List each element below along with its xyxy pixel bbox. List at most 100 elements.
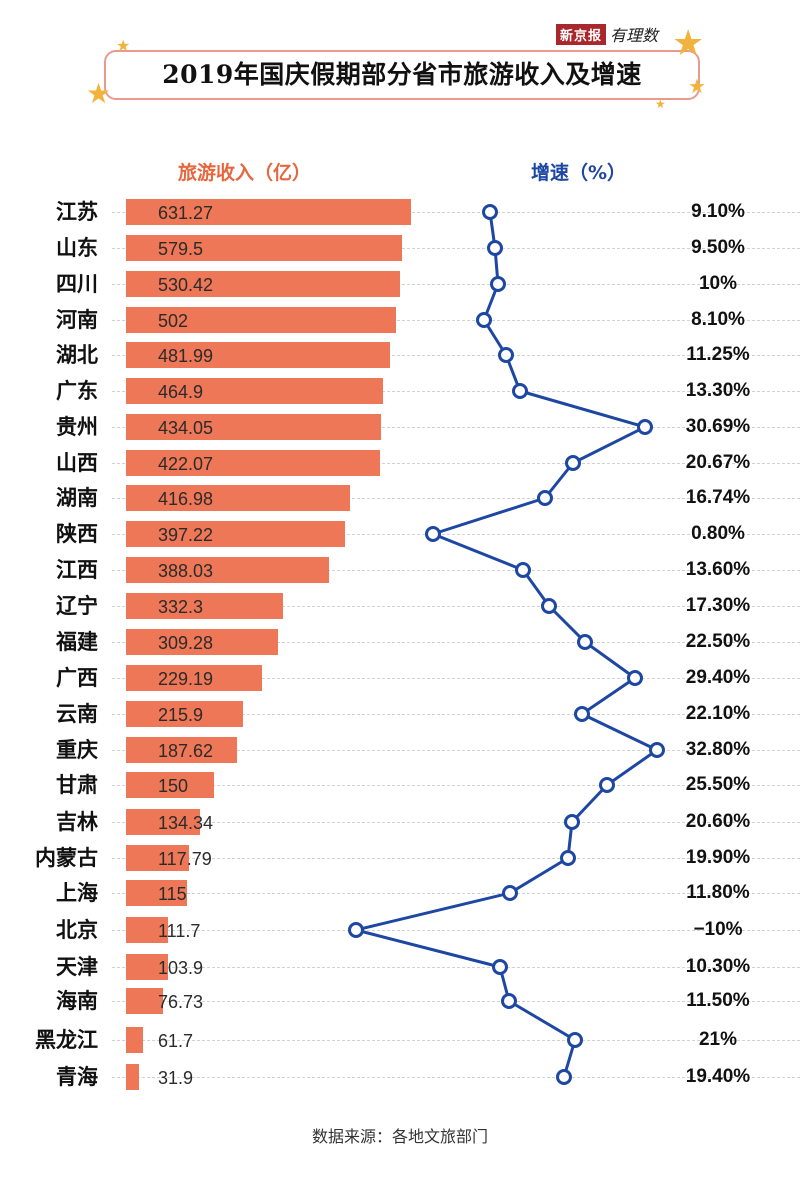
province-label: 天津 (56, 955, 98, 979)
income-bar (126, 954, 168, 980)
grid-line (112, 642, 800, 643)
growth-value: 8.10% (691, 309, 745, 330)
growth-marker-icon (482, 204, 498, 220)
data-source: 数据来源：各地文旅部门 (311, 1127, 488, 1146)
income-bar (126, 199, 411, 225)
province-label: 吉林 (56, 810, 98, 834)
income-bar (126, 665, 262, 691)
growth-value: 9.10% (691, 201, 745, 222)
income-bar (126, 1027, 143, 1053)
province-label: 湖北 (56, 343, 98, 367)
income-value: 397.22 (158, 525, 214, 545)
province-label: 北京 (56, 918, 98, 942)
income-value: 422.07 (158, 454, 214, 474)
income-bar (126, 271, 400, 297)
growth-value: 16.74% (685, 487, 751, 508)
income-value: 434.05 (158, 418, 214, 438)
growth-marker-icon (498, 347, 514, 363)
growth-value: 22.10% (685, 703, 751, 724)
brand-logo: 新京报 有理数 (556, 22, 658, 46)
grid-line (112, 930, 800, 931)
growth-value: 20.67% (685, 452, 751, 473)
grid-line (112, 1077, 800, 1078)
income-value: 61.7 (158, 1031, 194, 1051)
income-value: 229.19 (158, 669, 214, 689)
growth-value: 30.69% (685, 416, 751, 437)
growth-marker-icon (649, 742, 665, 758)
grid-line (112, 822, 800, 823)
growth-marker-icon (599, 777, 615, 793)
income-value: 631.27 (158, 203, 214, 223)
grid-line (112, 212, 800, 213)
growth-value: 29.40% (685, 667, 751, 688)
income-bar (126, 235, 402, 261)
grid-line (112, 893, 800, 894)
income-bar (126, 593, 283, 619)
growth-value: 20.60% (685, 811, 751, 832)
grid-line (112, 498, 800, 499)
growth-value: 10% (698, 273, 738, 294)
income-bar (126, 880, 187, 906)
growth-polyline (354, 211, 659, 1078)
grid-line (112, 858, 800, 859)
growth-marker-icon (512, 383, 528, 399)
growth-marker-icon (565, 455, 581, 471)
province-label: 福建 (56, 630, 98, 654)
income-bar (126, 378, 383, 404)
income-bar (126, 557, 329, 583)
growth-value: 9.50% (691, 237, 745, 258)
growth-header: 增速（%） (531, 162, 627, 184)
grid-line (112, 284, 800, 285)
province-label: 四川 (56, 272, 98, 296)
growth-marker-icon (537, 490, 553, 506)
income-value: 530.42 (158, 275, 214, 295)
income-value: 388.03 (158, 561, 214, 581)
province-label: 甘肃 (56, 773, 98, 797)
province-label: 云南 (56, 702, 98, 726)
income-bar (126, 917, 168, 943)
star-icon: ★ (672, 23, 705, 64)
income-value: 481.99 (158, 346, 214, 366)
income-value: 332.3 (158, 597, 204, 617)
growth-value: 19.90% (685, 847, 751, 868)
growth-marker-icon (567, 1032, 583, 1048)
growth-marker-icon (556, 1069, 572, 1085)
grid-line (112, 534, 800, 535)
growth-marker-icon (515, 562, 531, 578)
growth-value: 19.40% (685, 1066, 751, 1087)
growth-value: 11.50% (686, 990, 750, 1011)
grid-line (112, 714, 800, 715)
grid-line (112, 967, 800, 968)
growth-value: 11.80% (686, 882, 750, 903)
grid-line (112, 606, 800, 607)
province-label: 山西 (56, 451, 98, 475)
income-bar (126, 307, 396, 333)
growth-marker-icon (627, 670, 643, 686)
income-bar (126, 342, 390, 368)
chart-title: 2019年国庆假期部分省市旅游收入及增速 (162, 60, 642, 89)
growth-marker-icon (501, 993, 517, 1009)
income-bar (126, 988, 163, 1014)
growth-value: 17.30% (685, 595, 751, 616)
income-value: 111.7 (158, 921, 201, 941)
growth-value: 21% (698, 1029, 738, 1050)
growth-value: 13.30% (685, 380, 751, 401)
province-label: 海南 (56, 989, 98, 1013)
growth-value: 25.50% (685, 774, 751, 795)
growth-value: 13.60% (685, 559, 751, 580)
growth-marker-icon (492, 959, 508, 975)
grid-line (112, 785, 800, 786)
income-bar (126, 485, 350, 511)
province-label: 陕西 (56, 522, 98, 546)
growth-value: 22.50% (685, 631, 751, 652)
province-label: 黑龙江 (35, 1028, 98, 1052)
title-frame (104, 50, 700, 100)
grid-line (112, 1001, 800, 1002)
income-value: 134.34 (158, 813, 214, 833)
income-bar (126, 772, 214, 798)
brand-publisher: 新京报 (556, 23, 607, 45)
province-label: 辽宁 (56, 594, 98, 618)
grid-line (112, 463, 800, 464)
growth-marker-icon (476, 312, 492, 328)
